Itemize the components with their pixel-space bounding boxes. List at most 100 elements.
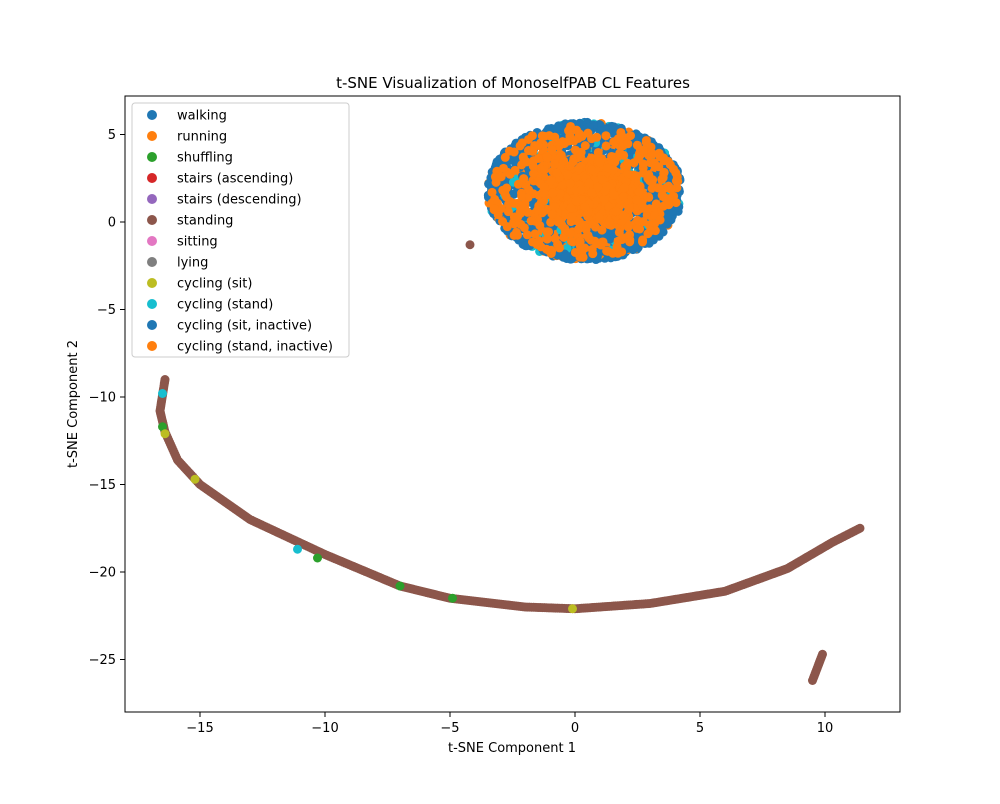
scatter-point — [633, 154, 643, 164]
scatter-point — [619, 183, 629, 193]
scatter-point — [855, 523, 865, 533]
scatter-point — [510, 165, 520, 175]
legend-label: lying — [177, 256, 208, 271]
legend-marker — [147, 257, 157, 267]
legend-marker — [147, 173, 157, 183]
scatter-point — [575, 236, 585, 246]
scatter-point — [549, 159, 559, 169]
scatter-point — [613, 248, 623, 258]
legend-label: running — [177, 130, 227, 145]
scatter-point — [539, 182, 549, 192]
scatter-point — [490, 204, 500, 214]
scatter-point — [574, 224, 584, 234]
y-axis-label: t-SNE Component 2 — [66, 340, 81, 468]
scatter-point — [641, 138, 651, 147]
legend-label: cycling (stand, inactive) — [177, 340, 333, 355]
scatter-point — [615, 148, 625, 158]
legend-item: cycling (stand) — [147, 298, 273, 313]
scatter-point — [576, 152, 586, 162]
scatter-point — [614, 227, 624, 237]
scatter-point — [671, 198, 681, 208]
scatter-point — [567, 236, 577, 246]
legend-label: stairs (ascending) — [177, 172, 293, 187]
scatter-point — [593, 182, 603, 192]
legend-label: cycling (sit, inactive) — [177, 319, 312, 334]
legend-item: standing — [147, 214, 233, 229]
scatter-point — [611, 206, 621, 216]
scatter-point — [313, 553, 322, 563]
scatter-point — [565, 229, 575, 239]
legend-label: stairs (descending) — [177, 193, 302, 208]
x-tick-label: −15 — [186, 721, 213, 736]
cluster-2 — [155, 375, 865, 614]
scatter-point — [526, 216, 536, 226]
scatter-point — [587, 187, 597, 197]
legend-marker — [147, 278, 157, 288]
scatter-point — [540, 165, 550, 175]
scatter-point — [498, 217, 508, 227]
legend-marker — [147, 110, 157, 120]
scatter-point — [565, 179, 575, 189]
scatter-point — [638, 237, 648, 247]
scatter-point — [565, 161, 575, 171]
scatter-point — [533, 153, 543, 163]
legend-label: walking — [177, 109, 227, 124]
scatter-point — [517, 138, 527, 148]
scatter-point — [666, 184, 676, 194]
scatter-point — [654, 162, 664, 172]
scatter-point — [498, 163, 508, 173]
scatter-point — [592, 132, 602, 142]
legend-label: sitting — [177, 235, 218, 250]
legend-marker — [147, 299, 157, 309]
scatter-point — [625, 237, 635, 247]
scatter-point — [603, 246, 613, 256]
scatter-point — [535, 221, 545, 231]
legend-item: walking — [147, 109, 227, 124]
legend-item: stairs (ascending) — [147, 172, 293, 187]
scatter-point — [158, 389, 167, 398]
legend-marker — [147, 194, 157, 204]
scatter-point — [554, 243, 564, 253]
y-tick-label: −15 — [89, 478, 116, 493]
scatter-point — [546, 176, 556, 186]
scatter-point — [546, 217, 556, 227]
scatter-point — [580, 141, 590, 151]
y-tick-label: −10 — [89, 391, 116, 406]
scatter-point — [568, 604, 577, 614]
scatter-point — [604, 217, 614, 227]
legend-marker — [147, 320, 157, 330]
x-tick-label: 0 — [571, 721, 579, 736]
scatter-point — [548, 188, 558, 198]
scatter-point — [646, 226, 656, 236]
plot-area — [155, 117, 865, 685]
scatter-point — [630, 172, 640, 182]
scatter-point — [501, 192, 511, 202]
x-tick-label: −5 — [440, 721, 459, 736]
legend-marker — [147, 152, 157, 162]
scatter-point — [597, 175, 607, 185]
scatter-point — [632, 140, 642, 150]
scatter-point — [566, 121, 576, 131]
scatter-point — [615, 133, 625, 143]
legend-item: cycling (sit, inactive) — [147, 319, 312, 334]
scatter-point — [492, 159, 502, 169]
scatter-point — [648, 235, 658, 245]
scatter-point — [658, 201, 668, 211]
scatter-point — [547, 209, 557, 219]
legend-item: running — [147, 130, 227, 145]
scatter-point — [592, 239, 602, 249]
scatter-point — [519, 223, 529, 233]
scatter-point — [540, 189, 550, 199]
y-tick-label: −5 — [97, 303, 116, 318]
y-tick-label: −25 — [89, 653, 116, 668]
legend-label: cycling (sit) — [177, 277, 252, 292]
scatter-point — [626, 131, 636, 141]
scatter-point — [618, 192, 628, 202]
cluster-3 — [808, 649, 827, 685]
scatter-point — [595, 158, 605, 168]
cluster-0 — [483, 117, 685, 265]
scatter-point — [632, 195, 642, 205]
scatter-point — [190, 474, 200, 484]
